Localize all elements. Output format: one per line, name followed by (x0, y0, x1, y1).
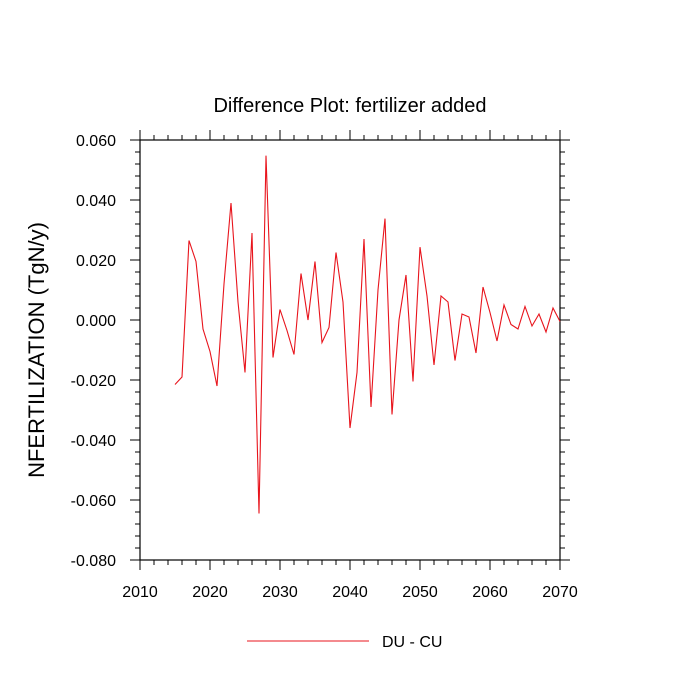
x-tick-label: 2020 (192, 584, 228, 601)
x-tick-label: 2070 (542, 584, 578, 601)
legend-label: DU - CU (382, 634, 442, 651)
y-tick-label: 0.060 (76, 133, 116, 150)
legend: DU - CU (247, 634, 442, 651)
y-tick-label: -0.020 (71, 373, 116, 390)
y-tick-label: 0.040 (76, 193, 116, 210)
series-layer (174, 155, 561, 514)
chart-title: Difference Plot: fertilizer added (213, 95, 486, 117)
y-tick-label: -0.060 (71, 493, 116, 510)
y-axis-label: NFERTILIZATION (TgN/y) (24, 222, 49, 478)
x-tick-label: 2050 (402, 584, 438, 601)
y-tick-label: 0.000 (76, 313, 116, 330)
x-tick-label: 2060 (472, 584, 508, 601)
x-tick-label: 2030 (262, 584, 298, 601)
x-tick-label: 2040 (332, 584, 368, 601)
plot-axes: 2010 2020 2030 2040 2050 2060 2070 -0.080 -0.060… (71, 130, 578, 601)
y-tick-label: -0.080 (71, 553, 116, 570)
x-tick-label: 2010 (122, 584, 158, 601)
y-tick-label: 0.020 (76, 253, 116, 270)
plot-frame (139, 139, 561, 561)
series-line (174, 155, 561, 514)
y-tick-label: -0.040 (71, 433, 116, 450)
